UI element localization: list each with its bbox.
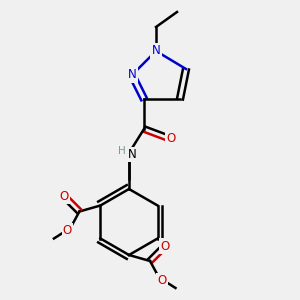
Text: O: O (158, 274, 166, 287)
Text: O: O (60, 190, 69, 203)
Text: N: N (128, 68, 136, 82)
Text: O: O (160, 239, 169, 253)
Text: O: O (167, 131, 176, 145)
Text: N: N (128, 148, 136, 161)
Text: N: N (152, 44, 160, 58)
Text: H: H (118, 146, 125, 157)
Text: O: O (63, 224, 72, 238)
